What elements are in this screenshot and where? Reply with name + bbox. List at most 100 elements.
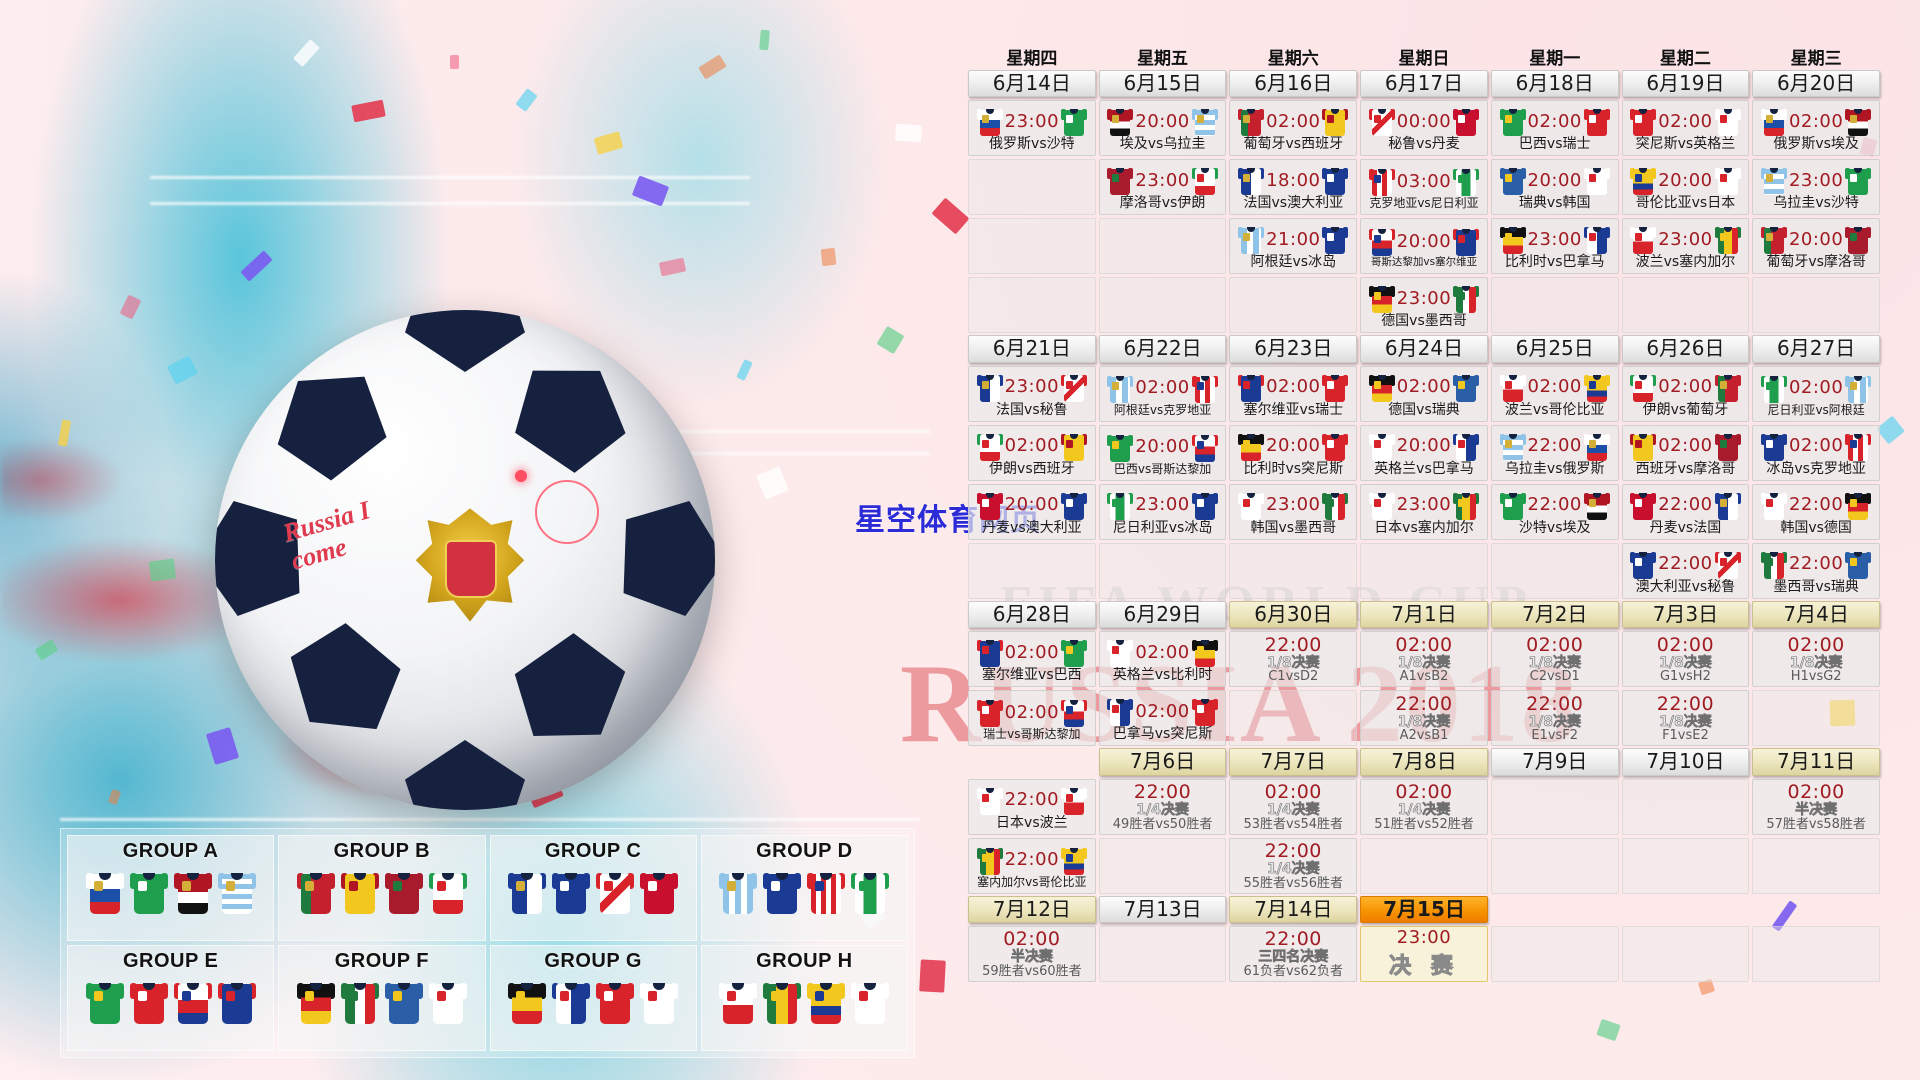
knockout-match-cell[interactable]: 02:00 半决赛 57胜者vs58胜者 [1752, 778, 1880, 835]
date-cell[interactable]: 7月6日 [1098, 748, 1227, 776]
knockout-match-cell[interactable]: 02:00 1/8决赛 H1vsG2 [1752, 631, 1880, 688]
group-match-cell[interactable]: 22:00 乌拉圭vs俄罗斯 [1490, 424, 1619, 481]
date-header-row: 7月12日 7月13日 7月14日 7月15日 [968, 895, 1880, 923]
group-match-cell[interactable]: 23:00 摩洛哥vs伊朗 [1098, 159, 1227, 216]
group-match-cell[interactable]: 02:00 突尼斯vs英格兰 [1621, 100, 1750, 157]
group-match-cell[interactable]: 22:00 丹麦vs法国 [1621, 483, 1750, 540]
group-match-cell[interactable]: 02:00 英格兰vs比利时 [1098, 631, 1227, 688]
date-cell[interactable]: 6月23日 [1229, 335, 1358, 363]
knockout-match-cell[interactable]: 22:00 1/8决赛 E1vsF2 [1490, 690, 1619, 747]
group-match-cell[interactable]: 00:00 秘鲁vs丹麦 [1360, 100, 1488, 157]
kit-collar [1116, 109, 1125, 115]
group-match-cell[interactable]: 02:00 巴拿马vs突尼斯 [1098, 690, 1227, 747]
group-match-cell[interactable]: 23:00 俄罗斯vs沙特 [968, 100, 1096, 157]
kit-sleeve-right [1389, 286, 1395, 298]
group-match-cell[interactable]: 03:00 克罗地亚vs尼日利亚 [1360, 159, 1488, 216]
match-time: 20:00 [1004, 494, 1060, 516]
knockout-match-cell[interactable]: 02:00 1/4决赛 51胜者vs52胜者 [1360, 778, 1488, 835]
group-match-cell[interactable]: 18:00 法国vs澳大利亚 [1229, 159, 1358, 216]
group-match-cell[interactable]: 23:00 法国vs秘鲁 [968, 365, 1096, 422]
group-match-cell[interactable]: 22:00 日本vs波兰 [968, 778, 1096, 835]
date-cell[interactable]: 7月10日 [1621, 748, 1750, 776]
group-match-cell[interactable]: 21:00 阿根廷vs冰岛 [1229, 218, 1358, 275]
group-match-cell[interactable]: 22:00 韩国vs德国 [1752, 483, 1880, 540]
knockout-match-cell[interactable]: 02:00 1/8决赛 C2vsD1 [1490, 631, 1619, 688]
knockout-match-cell[interactable]: 22:00 1/4决赛 55胜者vs56胜者 [1229, 837, 1358, 894]
kit-crest [771, 881, 781, 891]
group-match-cell[interactable]: 20:00 比利时vs突尼斯 [1229, 424, 1358, 481]
group-match-cell[interactable]: 20:00 丹麦vs澳大利亚 [968, 483, 1096, 540]
group-match-cell[interactable]: 23:00 德国vs墨西哥 [1360, 277, 1488, 334]
knockout-match-cell[interactable]: 22:00 1/8决赛 F1vsE2 [1621, 690, 1750, 747]
date-cell[interactable]: 7月12日 [968, 895, 1096, 923]
date-cell[interactable]: 7月1日 [1360, 600, 1488, 629]
date-cell[interactable]: 6月18日 [1490, 70, 1619, 98]
date-cell[interactable]: 6月22日 [1098, 335, 1227, 363]
group-match-cell[interactable]: 20:00 巴西vs哥斯达黎加 [1098, 424, 1227, 481]
group-match-cell[interactable]: 02:00 瑞士vs哥斯达黎加 [968, 690, 1096, 747]
group-match-cell[interactable]: 23:00 日本vs塞内加尔 [1360, 483, 1488, 540]
group-match-cell[interactable]: 23:00 乌拉圭vs沙特 [1752, 159, 1880, 216]
knockout-match-cell[interactable]: 22:00 1/8决赛 A2vsB1 [1360, 690, 1488, 747]
date-cell[interactable]: 6月20日 [1752, 70, 1880, 98]
group-match-cell[interactable]: 02:00 冰岛vs克罗地亚 [1752, 424, 1880, 481]
group-match-cell[interactable]: 02:00 俄罗斯vs埃及 [1752, 100, 1880, 157]
knockout-match-cell[interactable]: 02:00 半决赛 59胜者vs60胜者 [968, 925, 1096, 982]
date-cell[interactable]: 6月21日 [968, 335, 1096, 363]
date-cell[interactable]: 6月14日 [968, 70, 1096, 98]
group-match-cell[interactable]: 23:00 波兰vs塞内加尔 [1621, 218, 1750, 275]
date-cell[interactable]: 7月9日 [1490, 748, 1619, 776]
date-cell[interactable]: 6月16日 [1229, 70, 1358, 98]
date-cell[interactable]: 6月27日 [1752, 335, 1880, 363]
group-match-cell[interactable]: 23:00 比利时vs巴拿马 [1490, 218, 1619, 275]
date-cell[interactable]: 6月15日 [1098, 70, 1227, 98]
date-cell[interactable]: 7月11日 [1752, 748, 1880, 776]
group-match-cell[interactable]: 23:00 尼日利亚vs冰岛 [1098, 483, 1227, 540]
date-cell[interactable]: 7月3日 [1621, 600, 1750, 629]
group-match-cell[interactable]: 02:00 葡萄牙vs西班牙 [1229, 100, 1358, 157]
group-match-cell[interactable]: 02:00 巴西vs瑞士 [1490, 100, 1619, 157]
group-match-cell[interactable]: 22:00 沙特vs埃及 [1490, 483, 1619, 540]
group-match-cell[interactable]: 22:00 墨西哥vs瑞典 [1752, 542, 1880, 599]
group-match-cell[interactable]: 02:00 塞尔维亚vs巴西 [968, 631, 1096, 688]
date-cell[interactable]: 7月8日 [1360, 748, 1488, 776]
date-cell[interactable]: 6月28日 [968, 600, 1096, 629]
date-cell[interactable]: 7月13日 [1098, 895, 1227, 923]
date-cell[interactable]: 6月17日 [1360, 70, 1488, 98]
date-cell[interactable]: 6月26日 [1621, 335, 1750, 363]
date-cell[interactable]: 7月15日 [1360, 895, 1488, 923]
date-cell[interactable]: 6月24日 [1360, 335, 1488, 363]
group-match-cell[interactable]: 20:00 哥伦比亚vs日本 [1621, 159, 1750, 216]
date-cell[interactable]: 7月7日 [1229, 748, 1358, 776]
group-match-cell[interactable]: 20:00 英格兰vs巴拿马 [1360, 424, 1488, 481]
date-cell[interactable]: 7月14日 [1229, 895, 1358, 923]
knockout-match-cell[interactable]: 22:00 1/8决赛 C1vsD2 [1229, 631, 1358, 688]
group-match-cell[interactable]: 02:00 伊朗vs葡萄牙 [1621, 365, 1750, 422]
group-match-cell[interactable]: 20:00 埃及vs乌拉圭 [1098, 100, 1227, 157]
group-match-cell[interactable]: 22:00 塞内加尔vs哥伦比亚 [968, 837, 1096, 894]
group-match-cell[interactable]: 02:00 塞尔维亚vs瑞士 [1229, 365, 1358, 422]
group-match-cell[interactable]: 02:00 波兰vs哥伦比亚 [1490, 365, 1619, 422]
date-cell[interactable]: 6月30日 [1229, 600, 1358, 629]
group-match-cell[interactable]: 22:00 澳大利亚vs秘鲁 [1621, 542, 1750, 599]
group-match-cell[interactable]: 23:00 韩国vs墨西哥 [1229, 483, 1358, 540]
knockout-match-cell[interactable]: 02:00 1/8决赛 A1vsB2 [1360, 631, 1488, 688]
final-match-cell[interactable]: 23:00 决 赛 [1360, 925, 1488, 982]
group-match-cell[interactable]: 20:00 瑞典vs韩国 [1490, 159, 1619, 216]
date-cell[interactable]: 7月2日 [1490, 600, 1619, 629]
group-match-cell[interactable]: 02:00 阿根廷vs克罗地亚 [1098, 365, 1227, 422]
group-match-cell[interactable]: 02:00 德国vs瑞典 [1360, 365, 1488, 422]
group-match-cell[interactable]: 02:00 西班牙vs摩洛哥 [1621, 424, 1750, 481]
date-cell[interactable]: 6月25日 [1490, 335, 1619, 363]
knockout-match-cell[interactable]: 02:00 1/4决赛 53胜者vs54胜者 [1229, 778, 1358, 835]
group-match-cell[interactable]: 20:00 哥斯达黎加vs塞尔维亚 [1360, 218, 1488, 275]
date-cell[interactable]: 6月19日 [1621, 70, 1750, 98]
group-match-cell[interactable]: 02:00 伊朗vs西班牙 [968, 424, 1096, 481]
date-cell[interactable]: 6月29日 [1098, 600, 1227, 629]
knockout-match-cell[interactable]: 02:00 1/8决赛 G1vsH2 [1621, 631, 1750, 688]
knockout-match-cell[interactable]: 22:00 1/4决赛 49胜者vs50胜者 [1098, 778, 1227, 835]
group-match-cell[interactable]: 20:00 葡萄牙vs摩洛哥 [1752, 218, 1880, 275]
knockout-match-cell[interactable]: 22:00 三四名决赛 61负者vs62负者 [1229, 925, 1358, 982]
group-match-cell[interactable]: 02:00 尼日利亚vs阿根廷 [1752, 365, 1880, 422]
date-cell[interactable]: 7月4日 [1752, 600, 1880, 629]
